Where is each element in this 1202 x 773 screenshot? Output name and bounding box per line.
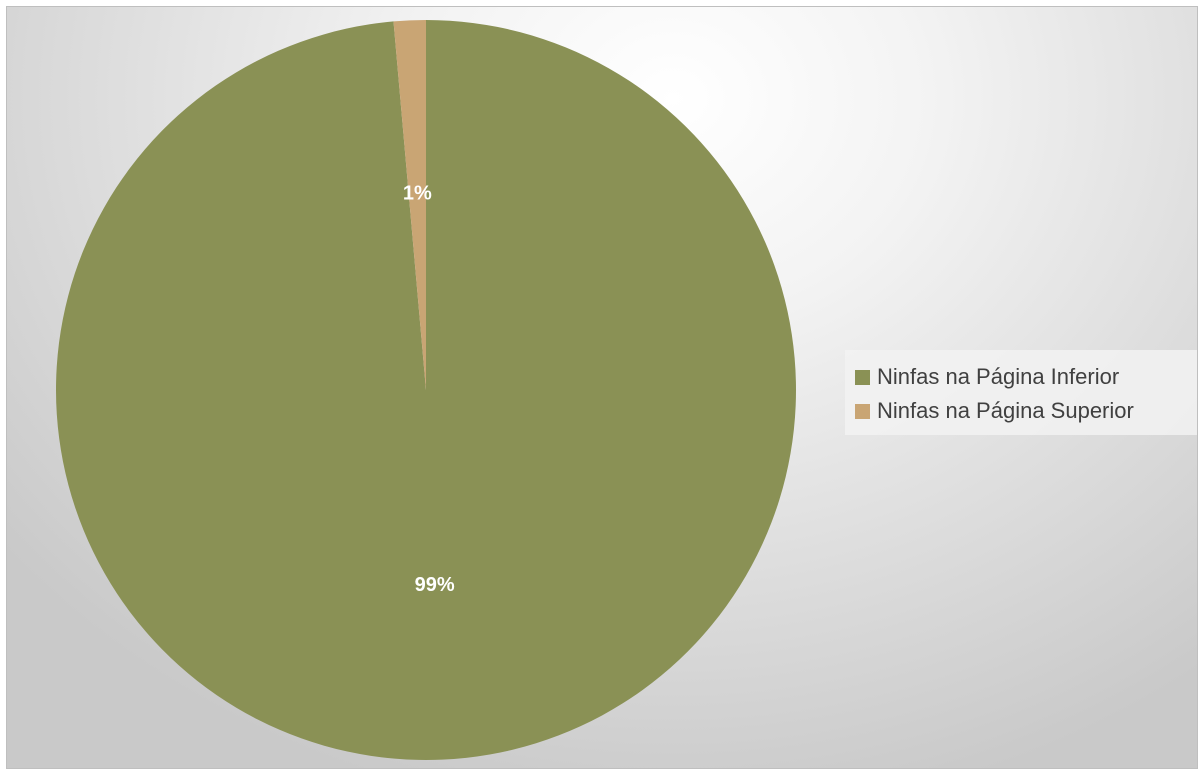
legend-swatch-inferior (855, 369, 870, 385)
legend: Ninfas na Página Inferior Ninfas na Pági… (845, 350, 1197, 435)
pie-slice-superior (393, 20, 426, 390)
legend-swatch-superior (855, 403, 870, 419)
pie-slice-inferior (56, 20, 797, 761)
legend-item-superior: Ninfas na Página Superior (855, 394, 1197, 428)
chart-area: 99% 1% Ninfas na Página Inferior Ninfas n… (6, 6, 1198, 769)
pie-chart: 99% 1% (56, 20, 797, 761)
data-label-inferior: 99% (415, 574, 455, 596)
data-label-superior: 1% (403, 182, 432, 204)
legend-label-inferior: Ninfas na Página Inferior (877, 364, 1120, 389)
legend-label-superior: Ninfas na Página Superior (877, 398, 1134, 423)
legend-item-inferior: Ninfas na Página Inferior (855, 360, 1197, 394)
